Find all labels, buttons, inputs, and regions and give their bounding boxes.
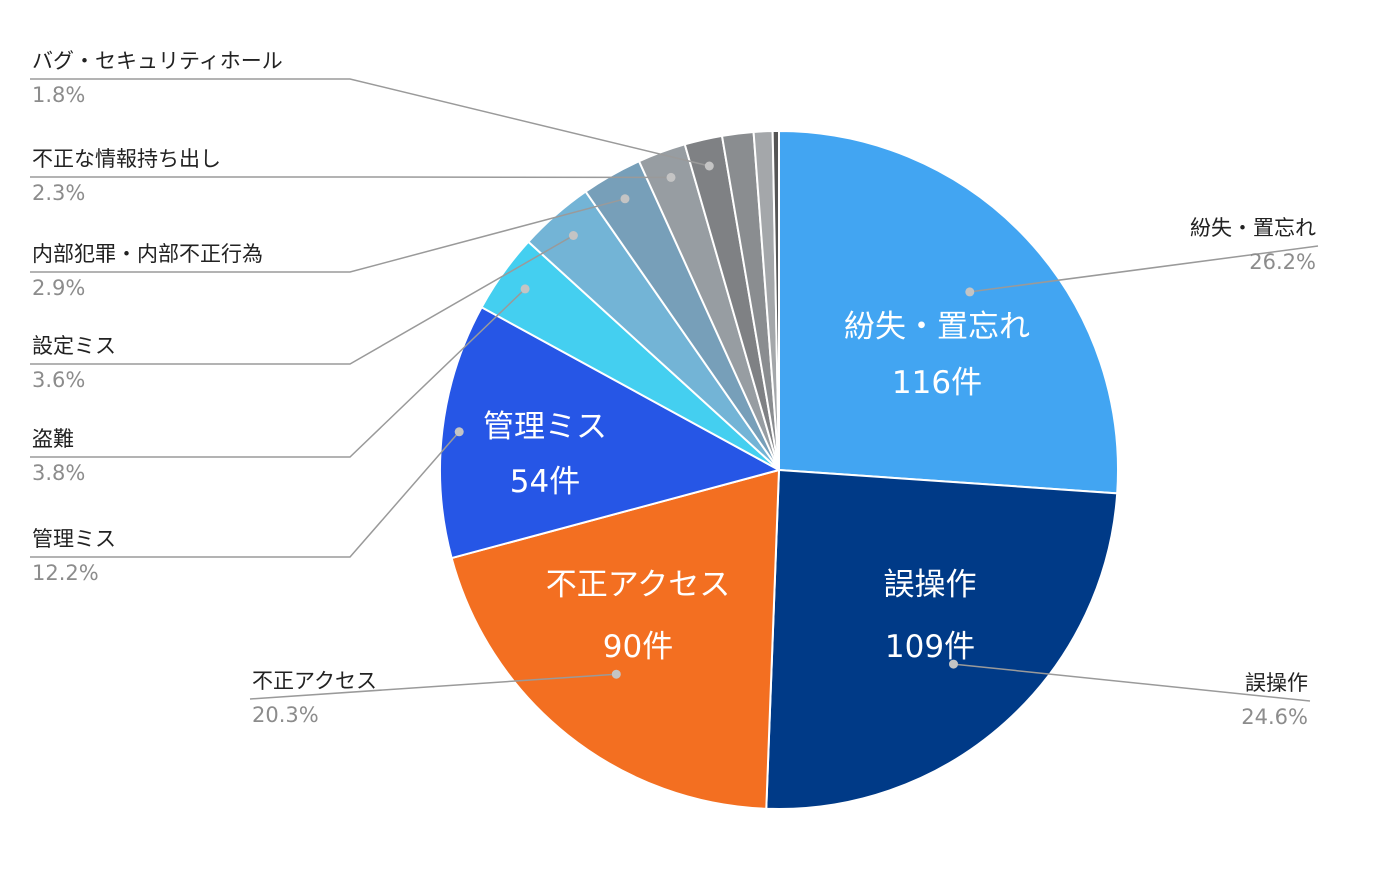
pie-slice bbox=[439, 306, 780, 560]
pie-slice bbox=[778, 130, 1119, 495]
slice-label: 不正な情報持ち出し bbox=[32, 147, 221, 171]
leader-dot bbox=[704, 161, 714, 171]
slice-percent: 2.3% bbox=[32, 181, 85, 205]
slice-inside-label: 不正アクセス bbox=[546, 567, 730, 603]
leader-line bbox=[30, 78, 710, 167]
slice-inside-label: 管理ミス bbox=[483, 409, 607, 445]
slice-label: 不正アクセス bbox=[252, 669, 377, 693]
pie-slice bbox=[771, 130, 780, 471]
slice-inside-label: 誤操作 bbox=[884, 567, 977, 603]
slice-label: 紛失・置忘れ bbox=[1190, 216, 1316, 240]
slice-inside-count: 54件 bbox=[510, 464, 580, 500]
leader-line bbox=[30, 234, 574, 365]
slice-percent: 12.2% bbox=[32, 561, 99, 585]
slice-inside-count: 116件 bbox=[892, 365, 982, 401]
pie-slice bbox=[765, 469, 1119, 810]
slice-inside-count: 109件 bbox=[885, 629, 975, 665]
leader-lines bbox=[30, 78, 1319, 702]
slice-inside-label: 紛失・置忘れ bbox=[844, 309, 1030, 345]
slice-percent: 20.3% bbox=[252, 703, 319, 727]
leader-dot bbox=[520, 284, 530, 294]
pie-slice bbox=[450, 469, 780, 810]
slice-percent: 3.6% bbox=[32, 368, 85, 392]
outside-labels: 紛失・置忘れ 26.2% 誤操作 24.6% 不正アクセス 20.3% 管理ミス 12.2% 盗… bbox=[32, 49, 1316, 729]
slice-inside-count: 90件 bbox=[603, 629, 673, 665]
leader-dot bbox=[620, 194, 630, 204]
pie-slices bbox=[439, 130, 1119, 810]
slice-percent: 3.8% bbox=[32, 461, 85, 485]
slice-label: 誤操作 bbox=[1245, 671, 1308, 695]
slice-percent: 24.6% bbox=[1241, 705, 1308, 729]
leader-dot bbox=[611, 669, 621, 679]
leader-dot bbox=[949, 659, 958, 669]
slice-percent: 2.9% bbox=[32, 276, 85, 300]
leader-dot bbox=[965, 287, 975, 297]
leader-dot bbox=[454, 427, 464, 437]
leader-dot bbox=[568, 231, 578, 240]
slice-percent: 26.2% bbox=[1249, 250, 1316, 274]
leader-line bbox=[953, 663, 1311, 702]
leader-line bbox=[249, 673, 617, 700]
slice-label: 内部犯罪・内部不正行為 bbox=[32, 242, 263, 266]
slice-label: 設定ミス bbox=[32, 334, 116, 358]
leader-dot bbox=[666, 172, 676, 182]
slice-label: 盗難 bbox=[32, 427, 74, 451]
slice-label: 管理ミス bbox=[32, 527, 116, 551]
leader-line bbox=[30, 431, 460, 558]
leader-line bbox=[969, 245, 1319, 293]
slice-label: バグ・セキュリティホール bbox=[32, 49, 283, 73]
slice-percent: 1.8% bbox=[32, 83, 85, 107]
leader-line bbox=[30, 198, 626, 273]
leader-line bbox=[30, 288, 526, 458]
